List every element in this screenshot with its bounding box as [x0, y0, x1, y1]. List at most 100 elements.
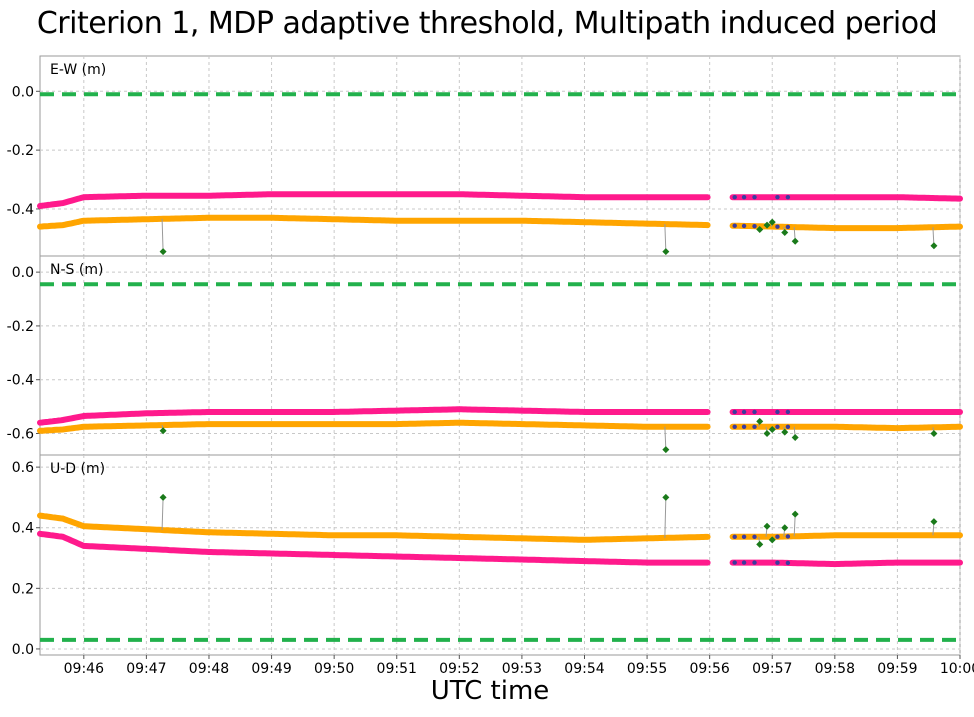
series-marker	[785, 409, 791, 415]
outlier-point	[763, 522, 771, 530]
series-orange-line	[37, 419, 711, 434]
series-marker	[785, 194, 791, 200]
series-marker	[775, 424, 780, 429]
outlier-point	[662, 248, 670, 256]
y-tick-label: -0.4	[7, 202, 34, 218]
x-tick-label: 09:59	[877, 661, 917, 677]
y-tick-label: -0.6	[7, 426, 34, 442]
panel-label: E-W (m)	[50, 62, 106, 78]
series-marker	[752, 409, 757, 415]
x-tick-label: 09:50	[314, 661, 354, 677]
series-marker	[732, 409, 737, 415]
series-orange-line	[729, 222, 963, 232]
outlier-stem	[161, 497, 164, 531]
series-marker	[732, 424, 737, 429]
outlier-point	[781, 228, 789, 236]
x-tick-label: 09:58	[815, 661, 855, 677]
outlier-point	[791, 237, 799, 245]
y-tick-label: 0.0	[12, 642, 34, 658]
outlier-point	[768, 218, 776, 226]
series-marker	[775, 409, 780, 415]
chart-title: Criterion 1, MDP adaptive threshold, Mul…	[36, 6, 938, 41]
outlier-stem	[664, 497, 667, 538]
x-tick-label: 09:48	[189, 661, 229, 677]
outlier-point	[930, 242, 938, 250]
series-magenta-line	[37, 191, 711, 209]
y-tick-label: -0.2	[7, 319, 34, 335]
x-tick-label: 09:49	[251, 661, 291, 677]
series-marker	[732, 194, 737, 200]
outlier-stem	[161, 218, 164, 252]
series-orange-line	[729, 423, 963, 432]
series-marker	[741, 194, 747, 200]
series-marker	[775, 224, 780, 229]
series-marker	[741, 534, 747, 540]
x-tick-label: 09:57	[752, 661, 792, 677]
x-tick-label: 10:00	[940, 661, 974, 677]
series-magenta-line	[729, 194, 963, 202]
outlier-point	[791, 434, 799, 442]
series-marker	[732, 560, 737, 565]
outlier-point	[756, 417, 764, 425]
x-tick-label: 09:46	[64, 661, 104, 677]
outlier-point	[768, 425, 776, 433]
outlier-point	[930, 518, 938, 526]
series-marker	[741, 223, 747, 229]
outlier-point	[756, 226, 764, 234]
x-tick-label: 09:55	[627, 661, 667, 677]
series-marker	[775, 560, 780, 565]
y-tick-label: 0.2	[12, 581, 34, 597]
series-marker	[741, 560, 747, 565]
series-marker	[785, 424, 791, 429]
outlier-point	[763, 221, 771, 229]
outlier-point	[159, 493, 167, 501]
outlier-point	[662, 493, 670, 501]
outlier-point	[763, 429, 771, 437]
series-marker	[752, 194, 757, 200]
y-tick-label: 0.6	[12, 460, 34, 476]
x-tick-label: 09:56	[689, 661, 729, 677]
outlier-point	[791, 510, 799, 518]
x-tick-label: 09:52	[439, 661, 479, 677]
outlier-point	[159, 427, 167, 435]
outlier-point	[756, 540, 764, 548]
outlier-stem	[664, 426, 667, 450]
series-marker	[741, 424, 747, 429]
y-tick-label: 0.0	[12, 84, 34, 100]
series-marker	[775, 194, 780, 200]
series-marker	[732, 223, 737, 228]
series-orange-line	[37, 512, 711, 543]
panel-label: U-D (m)	[50, 461, 105, 477]
panel-frame	[39, 454, 961, 656]
series-magenta-line	[37, 530, 711, 566]
x-tick-label: 09:53	[502, 661, 542, 677]
series-marker	[741, 409, 747, 415]
series-magenta-line	[729, 559, 963, 568]
outlier-point	[768, 536, 776, 544]
series-marker	[752, 534, 757, 540]
y-tick-label: -0.4	[7, 373, 34, 389]
series-marker	[785, 534, 791, 539]
series-marker	[732, 534, 737, 540]
x-tick-label: 09:51	[377, 661, 417, 677]
outlier-stem	[793, 514, 796, 537]
series-marker	[752, 424, 757, 429]
series-orange-line	[37, 214, 711, 230]
outlier-point	[159, 248, 167, 256]
outlier-point	[930, 429, 938, 437]
outlier-point	[662, 446, 670, 454]
panel-label: N-S (m)	[50, 262, 103, 278]
outlier-point	[781, 428, 789, 436]
x-tick-label: 09:47	[126, 661, 166, 677]
x-tick-label: 09:54	[564, 661, 604, 677]
outlier-stem	[664, 224, 667, 252]
series-marker	[752, 560, 757, 565]
series-marker	[775, 534, 780, 539]
series-magenta-line	[37, 406, 711, 426]
y-tick-label: -0.2	[7, 143, 34, 159]
series-marker	[752, 223, 757, 229]
y-tick-label: 0.0	[12, 265, 34, 281]
series-marker	[785, 560, 791, 566]
x-axis-label: UTC time	[430, 676, 550, 706]
